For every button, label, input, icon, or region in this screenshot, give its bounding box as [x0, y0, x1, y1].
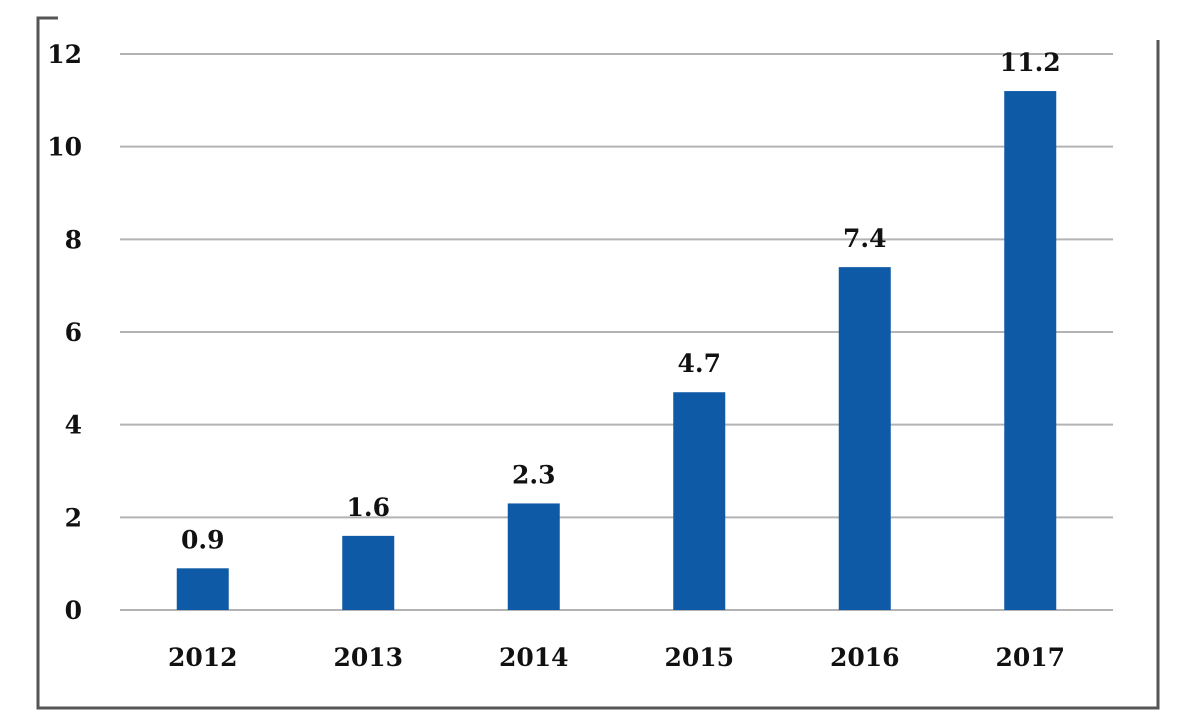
data-label-2012: 0.9	[181, 525, 225, 554]
bar-2013	[342, 535, 395, 610]
x-tick-label-2015: 2015	[664, 643, 734, 672]
x-tick-label-2012: 2012	[168, 643, 238, 672]
bar-2012	[176, 568, 229, 610]
bar-2017	[1004, 91, 1057, 611]
bar-2016	[838, 267, 891, 610]
bar-2014	[507, 503, 560, 610]
bar-2015	[673, 392, 726, 610]
x-tick-label-2016: 2016	[830, 643, 900, 672]
bars	[176, 91, 1057, 611]
chart-frame	[36, 16, 1160, 710]
y-tick-label: 4	[65, 411, 82, 440]
data-label-2016: 7.4	[843, 224, 887, 253]
frame-left-border	[36, 16, 1160, 710]
x-axis-tick-labels: 2012 2013 2014 2015 2016 2017	[168, 643, 1065, 672]
gridlines	[120, 53, 1113, 611]
y-tick-label: 12	[47, 40, 82, 69]
y-tick-label: 6	[65, 318, 82, 347]
data-label-2014: 2.3	[512, 460, 556, 489]
y-tick-label: 2	[65, 503, 82, 532]
data-labels: 0.9 1.6 2.3 4.7 7.4 11.2	[181, 48, 1061, 554]
data-label-2013: 1.6	[347, 493, 391, 522]
y-tick-label: 10	[47, 133, 82, 162]
x-tick-label-2014: 2014	[499, 643, 569, 672]
x-tick-label-2013: 2013	[333, 643, 403, 672]
data-label-2017: 11.2	[1000, 48, 1061, 77]
x-tick-label-2017: 2017	[995, 643, 1065, 672]
y-axis-tick-labels: 0 2 4 6 8 10 12	[47, 40, 82, 625]
data-label-2015: 4.7	[678, 349, 722, 378]
y-tick-label: 0	[65, 596, 82, 625]
y-tick-label: 8	[65, 225, 82, 254]
